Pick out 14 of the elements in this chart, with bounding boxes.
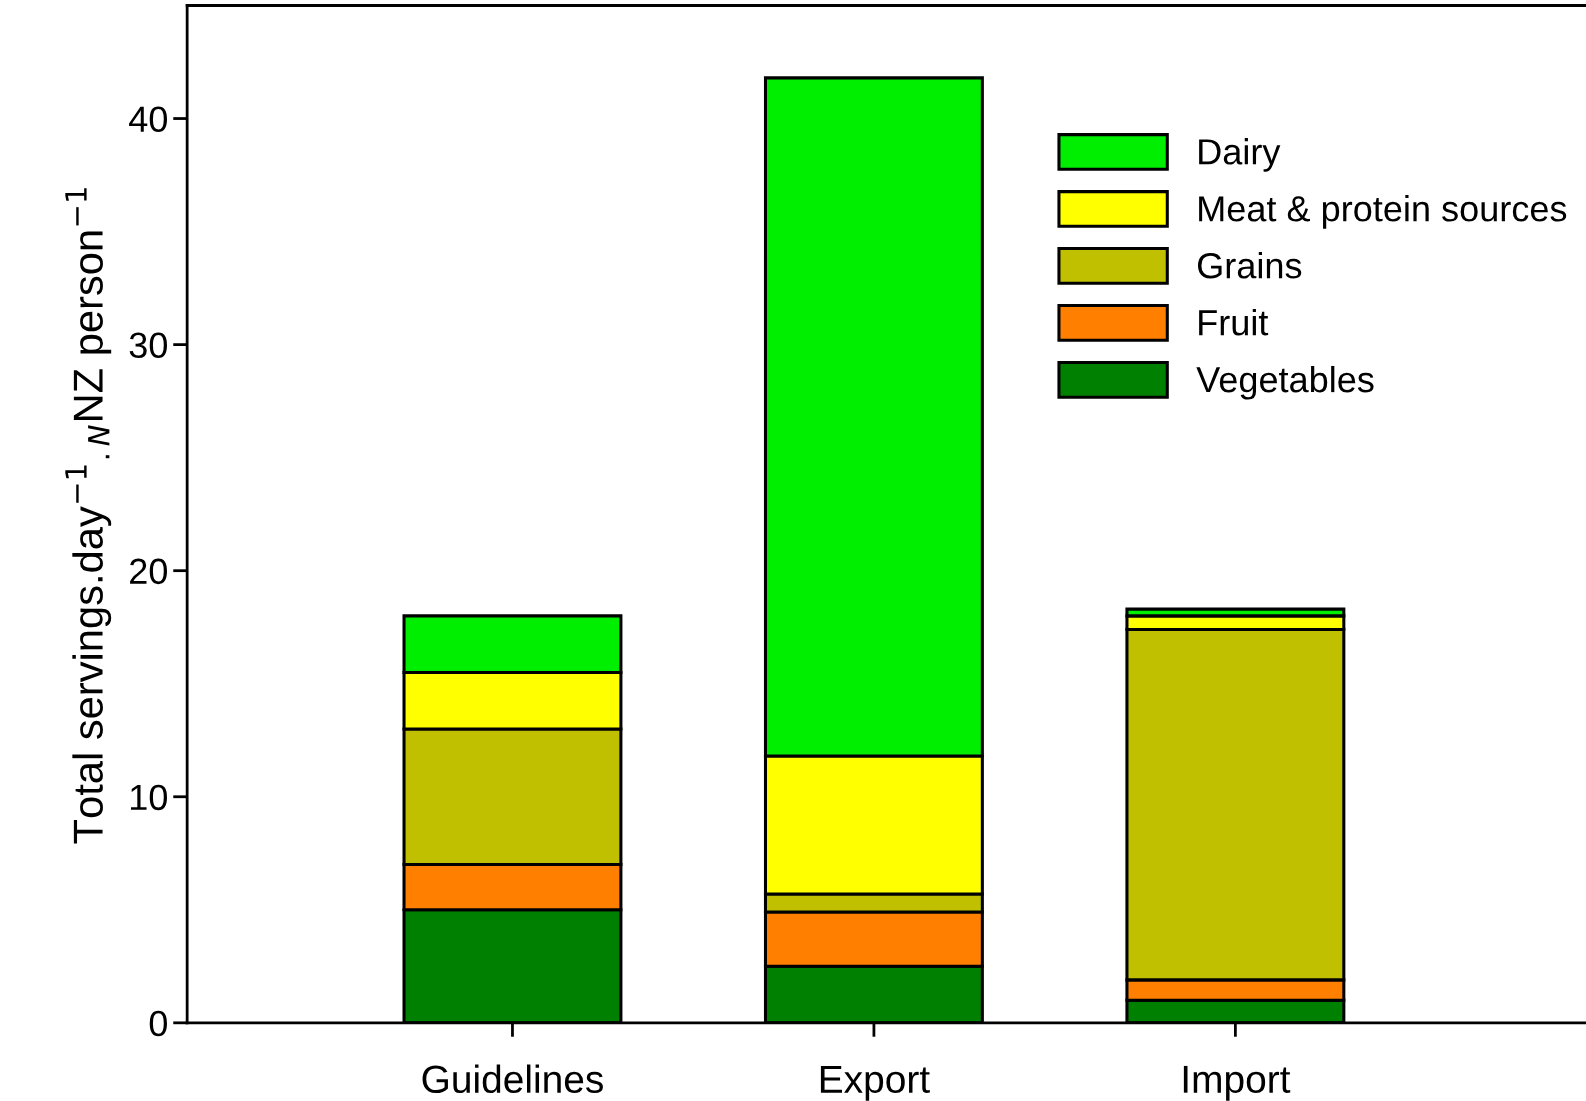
y-tick-label: 30 bbox=[129, 332, 167, 359]
legend-label: Vegetables bbox=[1196, 365, 1374, 400]
x-tick-label: Guidelines bbox=[422, 1064, 603, 1094]
x-tick-label: Export bbox=[820, 1065, 930, 1101]
y-tick-label: 20 bbox=[130, 558, 167, 585]
legend-label: Dairy bbox=[1199, 138, 1281, 172]
legend-label: Meat & protein sources bbox=[1199, 195, 1567, 229]
y-tick-label: 10 bbox=[130, 784, 167, 811]
legend-label: Fruit bbox=[1199, 308, 1269, 336]
y-axis-title: Total servings.day$^{−1}$$_{.N}$NZ person$^{−1}$ bbox=[65, 188, 112, 844]
x-tick-label: Import bbox=[1183, 1065, 1291, 1101]
legend-label: Grains bbox=[1198, 252, 1302, 279]
y-tick-label: 40 bbox=[129, 106, 167, 132]
y-tick-label: 0 bbox=[149, 1010, 167, 1037]
